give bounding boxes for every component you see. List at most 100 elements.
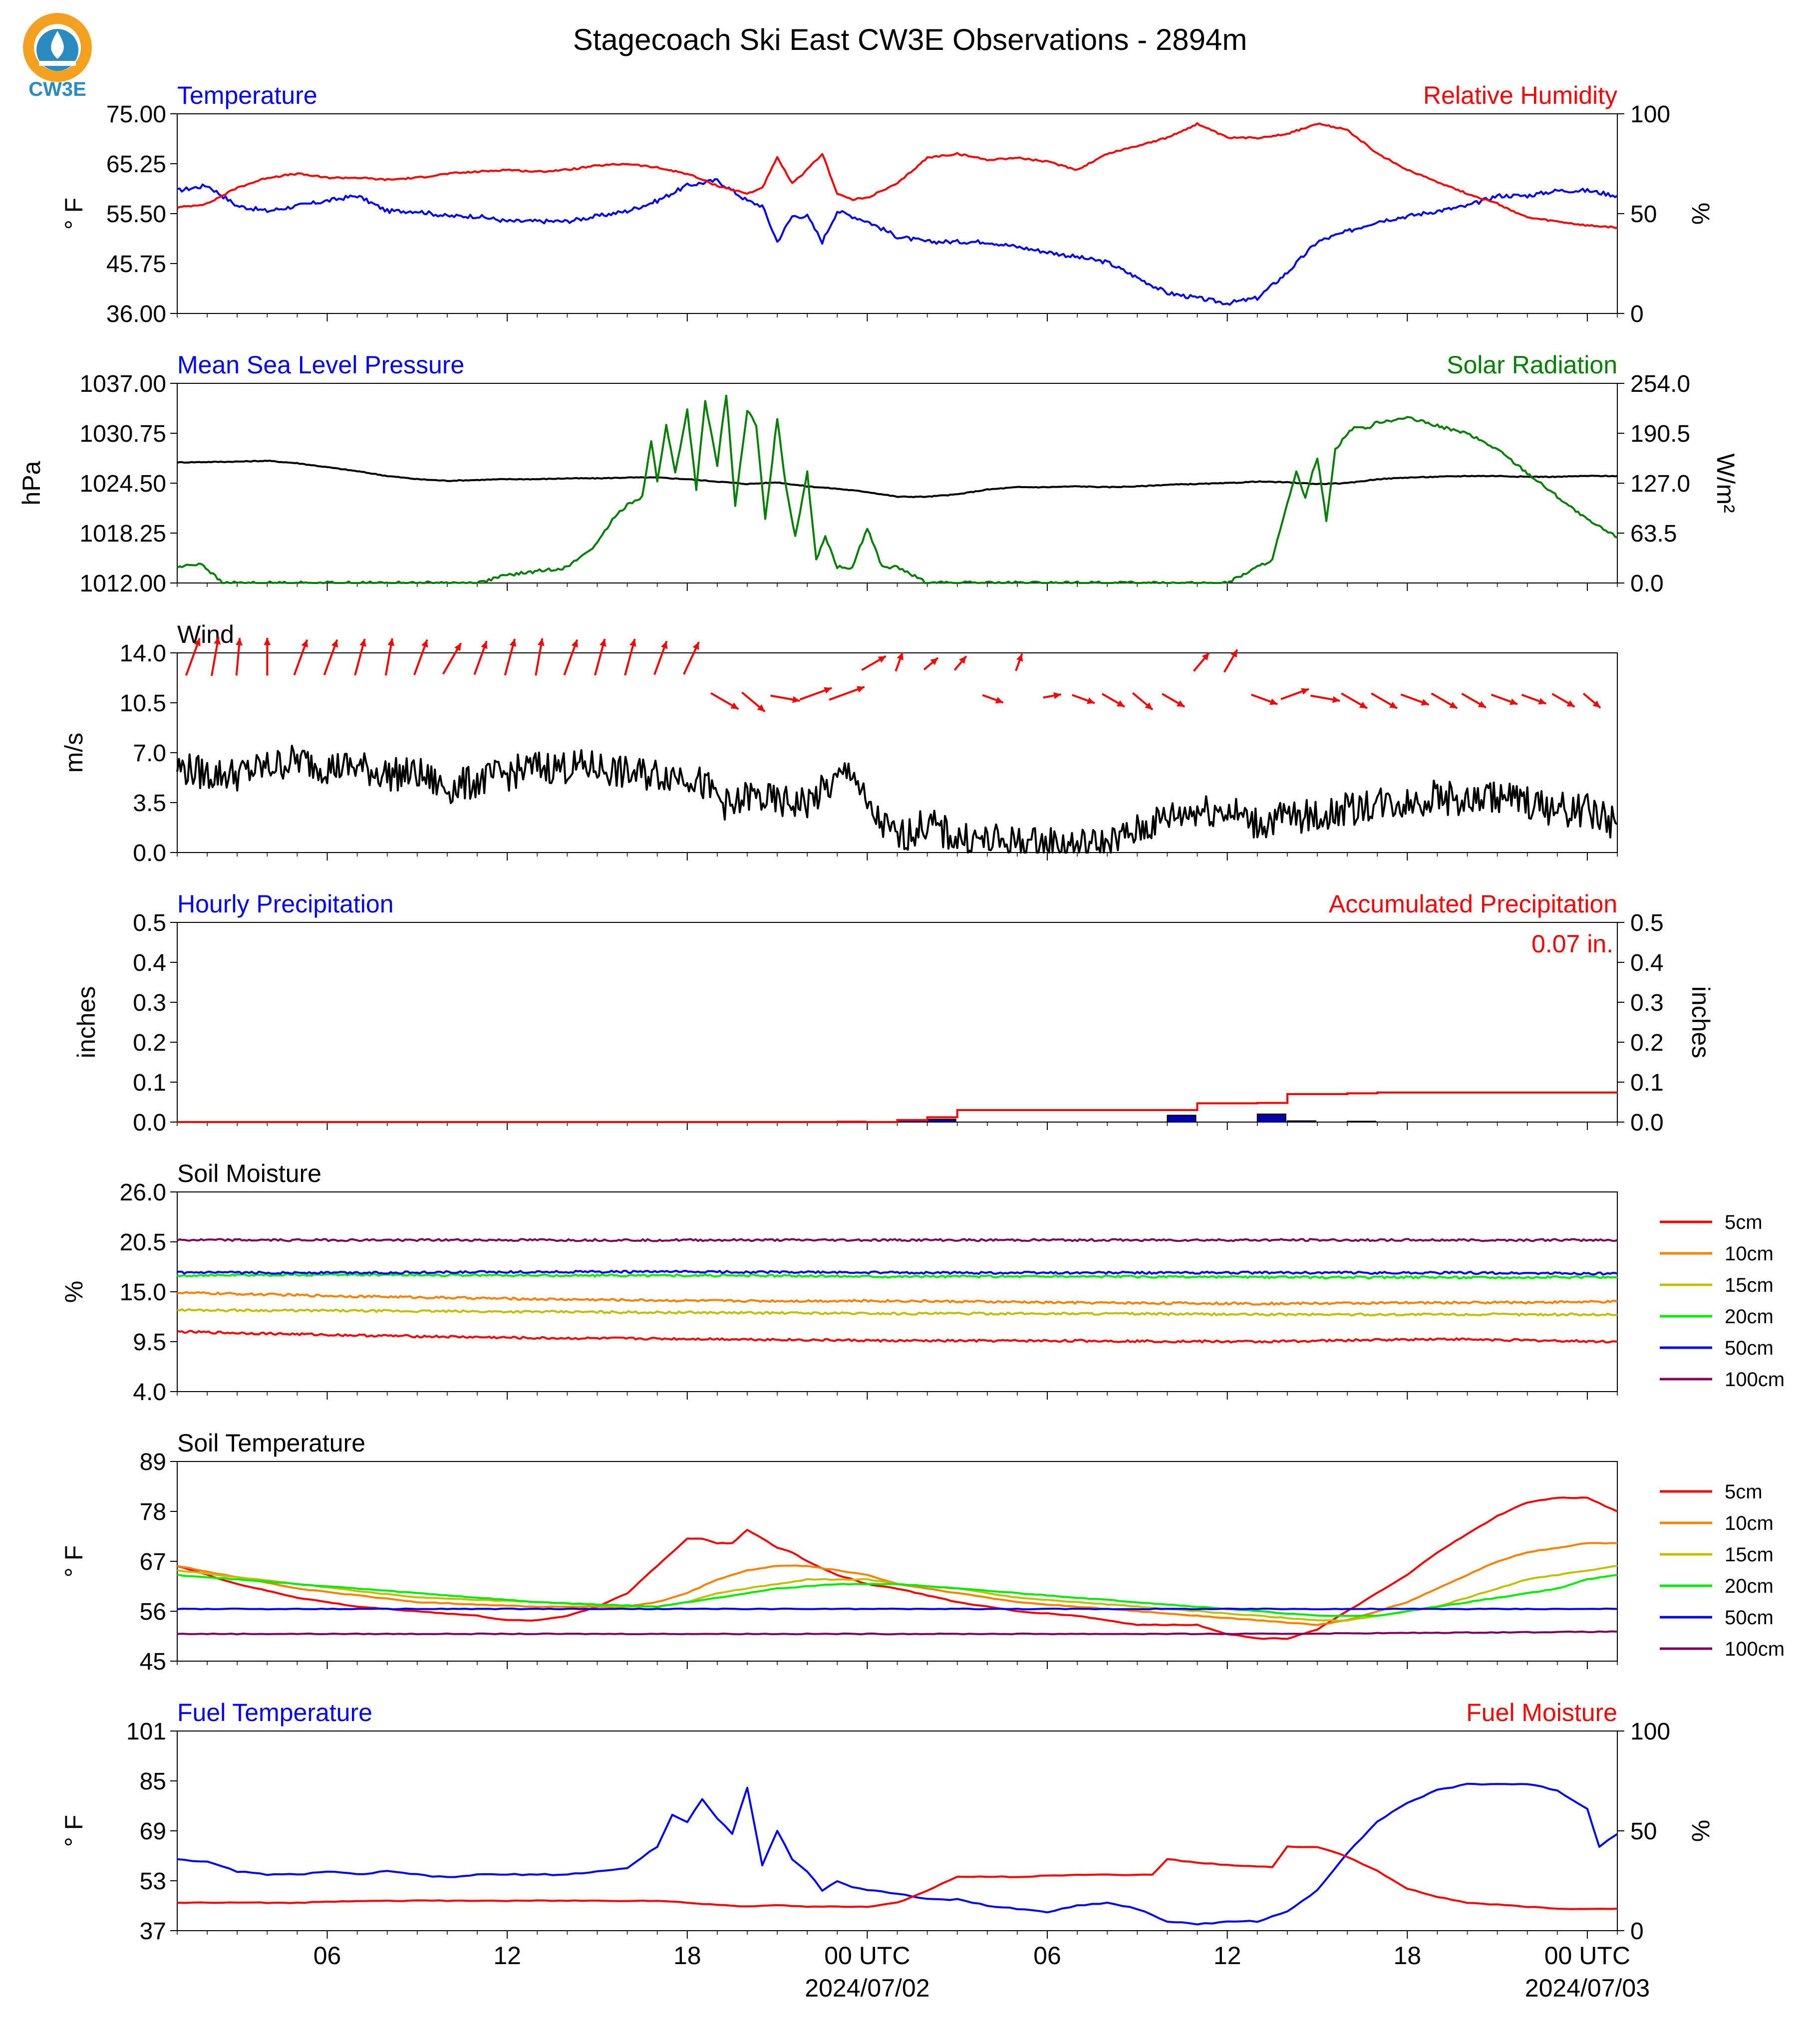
y-tick-label: 1018.25: [79, 521, 166, 547]
wind-arrowhead: [387, 638, 395, 646]
series-line-fuel-moisture: [177, 1845, 1618, 1910]
wind-arrowhead: [1116, 700, 1125, 707]
precip-bar: [1256, 1114, 1286, 1123]
wind-arrowhead: [792, 696, 800, 703]
series-line-100cm: [177, 1630, 1618, 1636]
legend-label: 20cm: [1725, 1306, 1774, 1328]
series-line-15cm: [177, 1308, 1618, 1317]
panel-title-right: Relative Humidity: [1423, 81, 1617, 109]
y-tick-label: 20.5: [120, 1229, 166, 1256]
logo-drop-icon: [51, 31, 64, 59]
precip-bar: [1167, 1115, 1197, 1123]
panel-title-right: Accumulated Precipitation: [1329, 890, 1617, 918]
y-tick-label: 0.0: [133, 840, 166, 867]
series-line-5cm: [177, 1496, 1618, 1640]
y-axis-label: ° F: [60, 1545, 88, 1577]
wind-arrowhead: [959, 656, 966, 664]
y-right-tick-label: 0.2: [1630, 1030, 1664, 1056]
time-axis: 06 12 18 00 UTC 2024/07/02 06 12 18 00 UTC 2024/0…: [313, 1942, 1650, 2002]
panel-soil_temperature: 89 78 67 56 45 Soil Temperature ° F 5cm 10cm 15cm…: [60, 1429, 1785, 1675]
y-right-tick-label: 0.1: [1630, 1070, 1664, 1096]
series-line-mean-sea-level-pressure: [177, 459, 1618, 498]
wind-arrowhead: [537, 638, 545, 646]
legend-label: 15cm: [1725, 1274, 1774, 1296]
precip-bar: [926, 1119, 956, 1123]
panel-title-left: Mean Sea Level Pressure: [177, 351, 464, 379]
wind-arrowhead: [1053, 692, 1061, 699]
x-tick-label: 18: [673, 1942, 701, 1970]
x-tick-label: 12: [493, 1942, 521, 1970]
legend-label: 100cm: [1725, 1638, 1785, 1660]
panel-title-left: Fuel Temperature: [177, 1699, 372, 1727]
series-line-fuel-temperature: [177, 1782, 1618, 1926]
panel-title-right: Solar Radiation: [1447, 351, 1617, 379]
y-axis-label: m/s: [60, 733, 88, 773]
wind-arrowhead: [878, 656, 886, 663]
legend-label: 10cm: [1725, 1512, 1774, 1534]
y-right-tick-label: 0: [1630, 1918, 1644, 1945]
wind-arrowhead: [1538, 698, 1546, 705]
series-line-10cm: [177, 1291, 1618, 1306]
panel-title-right: Fuel Moisture: [1466, 1699, 1617, 1727]
y-tick-label: 0.5: [133, 910, 166, 936]
wind-arrowhead: [331, 639, 338, 648]
y-tick-label: 75.00: [106, 101, 166, 128]
y-right-tick-label: 190.5: [1630, 421, 1690, 447]
wind-arrowhead: [1510, 698, 1517, 705]
legend-label: 50cm: [1725, 1337, 1774, 1359]
y-right-tick-label: 0.4: [1630, 950, 1664, 976]
y-tick-label: 9.5: [133, 1329, 166, 1356]
y-tick-label: 85: [140, 1768, 166, 1795]
y-axis-label: %: [60, 1281, 88, 1303]
wind-arrowhead: [661, 641, 668, 649]
y-tick-label: 37: [140, 1918, 166, 1945]
y-tick-label: 14.0: [120, 640, 166, 667]
wind-arrowhead: [995, 697, 1003, 704]
series-line-50cm: [177, 1607, 1618, 1611]
y-right-tick-label: 0.0: [1630, 571, 1664, 597]
y-tick-label: 89: [140, 1449, 166, 1475]
legend-label: 5cm: [1725, 1211, 1763, 1233]
x-tick-label: 06: [313, 1942, 341, 1970]
wind-arrowhead: [194, 638, 201, 646]
y-right-tick-label: 100: [1630, 1719, 1670, 1745]
panel-frame: [177, 1191, 1618, 1392]
wind-arrowhead: [1016, 653, 1023, 662]
wind-arrowhead: [824, 687, 832, 694]
y-tick-label: 0.3: [133, 990, 166, 1016]
y-tick-label: 0.2: [133, 1030, 166, 1056]
wind-arrowhead: [481, 641, 488, 649]
wind-arrowhead: [509, 638, 517, 647]
logo-wave-icon: [39, 61, 76, 66]
y-tick-label: 101: [126, 1719, 166, 1745]
y-axis-label: ° F: [60, 1815, 88, 1847]
y-right-tick-label: 127.0: [1630, 471, 1690, 497]
wind-arrowhead: [1230, 649, 1237, 658]
panel-title-left: Hourly Precipitation: [177, 890, 394, 918]
y-axis-label-right: %: [1687, 1820, 1715, 1842]
y-right-tick-label: 100: [1630, 101, 1670, 128]
wind-arrowhead: [1177, 700, 1185, 707]
y-tick-label: 36.00: [106, 301, 166, 327]
y-right-tick-label: 63.5: [1630, 521, 1677, 547]
wind-arrowhead: [930, 658, 938, 665]
panel-title-left: Wind: [177, 620, 234, 648]
series-line-temperature: [177, 178, 1618, 306]
y-axis-label-right: %: [1687, 203, 1715, 225]
legend-label: 50cm: [1725, 1607, 1774, 1629]
y-right-tick-label: 0: [1630, 301, 1644, 327]
accumulated-precip-line: [177, 1091, 1617, 1123]
logo-ring-icon: [23, 13, 92, 82]
y-tick-label: 0.4: [133, 950, 166, 976]
wind-arrowhead: [757, 704, 765, 712]
wind-arrowhead: [730, 702, 739, 709]
y-axis-label: inches: [72, 986, 100, 1059]
y-axis-label-right: inches: [1687, 986, 1715, 1059]
y-tick-label: 53: [140, 1868, 166, 1895]
x-tick-label: 00 UTC: [824, 1942, 910, 1970]
y-right-tick-label: 50: [1630, 1818, 1657, 1845]
panel-wind: 14.0 10.5 7.0 3.5 0.0 Wind m/s: [60, 620, 1618, 867]
panel-frame: [177, 383, 1618, 583]
wind-arrowhead: [1421, 699, 1429, 706]
wind-arrowhead: [1202, 652, 1210, 661]
